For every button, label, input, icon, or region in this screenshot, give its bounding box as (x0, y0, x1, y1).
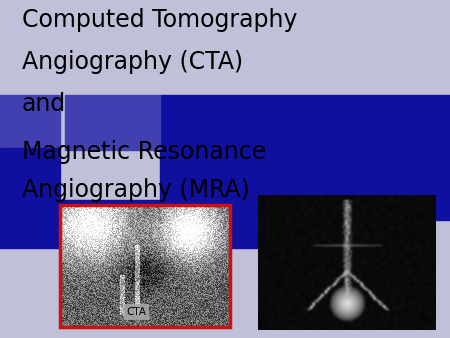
Bar (65, 95, 160, 150)
Text: Angiography (MRA): Angiography (MRA) (22, 178, 250, 202)
Bar (0, 200, 390, 248)
Bar (160, 95, 450, 220)
Text: CTA: CTA (126, 307, 147, 317)
Text: Angiography (CTA): Angiography (CTA) (22, 50, 243, 74)
Bar (0, 95, 60, 150)
Bar (0, 148, 60, 203)
Text: and: and (22, 92, 66, 116)
Bar (60, 205, 230, 327)
Text: Computed Tomography: Computed Tomography (22, 8, 297, 32)
Text: Magnetic Resonance: Magnetic Resonance (22, 140, 266, 164)
